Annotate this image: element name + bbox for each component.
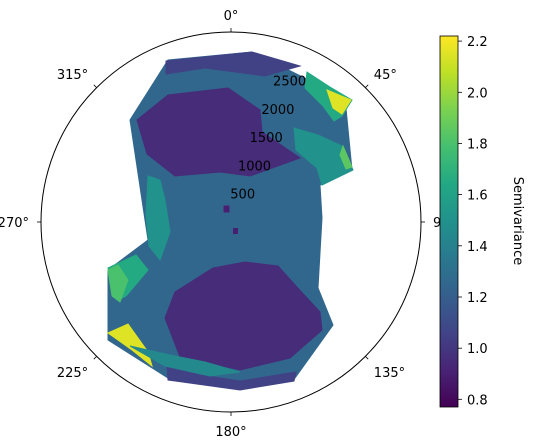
radial-tick-label: 1500 [250,131,283,146]
angular-tick-mark [93,84,97,88]
radial-tick-label: 2500 [273,74,306,89]
semivariance-contour-regions [106,51,354,391]
contour-region-center-dot [233,228,238,234]
colorbar-tick-label: 1.6 [467,189,488,204]
colorbar-label: Semivariance [510,177,525,266]
contour-region-north-rim-band [165,51,302,77]
contour-region-east-mid-band [293,127,354,186]
colorbar-tick-label: 1.0 [467,342,488,357]
angular-tick-label: 135° [374,366,405,381]
contour-region-north-low-lobe [136,87,302,177]
contour-region-east-spike [339,144,353,170]
contour-region-west-mid-band [145,175,171,262]
colorbar-tick-label: 1.4 [467,240,488,255]
contour-region-northeast-peak [326,89,352,115]
radial-tick-labels: 500 1000 1500 2000 2500 [230,74,306,202]
angular-tick-label: 45° [374,68,397,83]
contour-region-central-hole [213,210,257,240]
colorbar-tick-label: 1.2 [467,291,488,306]
radial-tick-label: 2000 [261,103,294,118]
colorbar-tick-label: 2.2 [467,35,488,50]
contour-region-west-spike [107,264,129,303]
contour-region-southwest-peak [106,323,153,368]
contour-region-south-rim-band [166,365,297,391]
angular-tick-mark [93,356,97,360]
angular-tick-mark [365,84,369,88]
contour-region-center-dots [223,205,230,213]
colorbar-tick-label: 2.0 [467,86,488,101]
colorbar: 0.8 1.0 1.2 1.4 1.6 1.8 2.0 2.2 Semivariance [439,35,525,408]
angular-tick-mark [365,356,369,360]
contour-region-south-low-lobe [164,261,323,371]
radial-tick-label: 500 [230,188,255,203]
colorbar-gradient [439,35,459,408]
angular-tick-label: 315° [57,68,88,83]
angular-tick-label: 225° [57,366,88,381]
radial-tick-label: 1000 [238,159,271,174]
angular-tick-label: 0° [224,9,239,24]
angular-tick-label: 270° [0,216,29,231]
colorbar-tick-label: 0.8 [467,393,488,408]
contour-region-southwest-inner-streak [129,345,241,377]
angular-tick-label: 180° [215,425,246,440]
colorbar-tick-label: 1.8 [467,138,488,153]
colorbar-ticks: 0.8 1.0 1.2 1.4 1.6 1.8 2.0 2.2 [458,35,488,408]
